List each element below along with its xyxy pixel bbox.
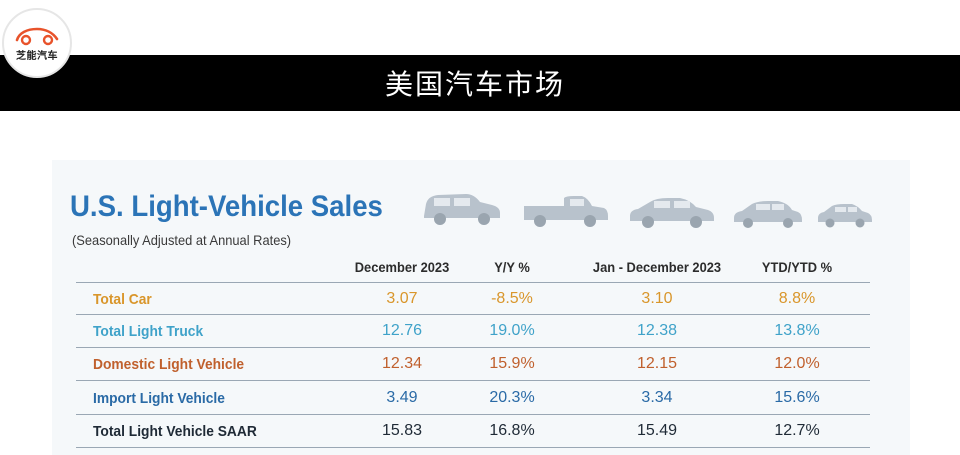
- table-cell: 12.0%: [774, 355, 820, 372]
- table-cell: 3.49: [386, 389, 418, 406]
- table-cell: 15.49: [636, 422, 678, 439]
- table-row: Total Light Vehicle SAAR 15.83 16.8% 15.49 1…: [76, 415, 870, 448]
- table-cell: 15.83: [381, 422, 423, 439]
- logo-badge: 芝能汽车: [2, 8, 72, 78]
- row-label: Total Car: [93, 291, 152, 308]
- table-row: Total Car 3.07 -8.5% 3.10 8.8%: [76, 282, 870, 315]
- table-cell: 15.9%: [489, 355, 535, 372]
- sales-panel: U.S. Light-Vehicle Sales (Seasonally Adj…: [52, 160, 910, 455]
- table-cell: 3.07: [386, 290, 418, 307]
- table-cell: 20.3%: [489, 389, 535, 406]
- table-cell: 13.8%: [774, 322, 820, 339]
- panel-headline: U.S. Light-Vehicle Sales: [70, 190, 383, 223]
- small-car-icon: [818, 204, 872, 228]
- row-label: Total Light Vehicle SAAR: [93, 423, 257, 440]
- row-label: Import Light Vehicle: [93, 390, 225, 407]
- table-cell: 12.15: [636, 355, 678, 372]
- compact-car-icon: [734, 201, 802, 228]
- sedan-icon: [630, 198, 714, 228]
- logo-text: 芝能汽车: [16, 51, 58, 62]
- table-cell: 15.6%: [774, 389, 820, 406]
- table-cell: 12.34: [381, 355, 423, 372]
- column-header-ytd: YTD/YTD %: [761, 259, 833, 275]
- table-row: Domestic Light Vehicle 12.34 15.9% 12.15 12.…: [76, 348, 870, 381]
- table-cell: 3.34: [641, 389, 673, 406]
- table-cell: 19.0%: [489, 322, 535, 339]
- table-cell: 8.8%: [778, 290, 816, 307]
- panel-subheadline: (Seasonally Adjusted at Annual Rates): [72, 232, 292, 248]
- car-icons: [424, 194, 872, 228]
- column-header-yy: Y/Y %: [494, 259, 530, 275]
- table-cell: 3.10: [641, 290, 673, 307]
- table-row: Import Light Vehicle 3.49 20.3% 3.34 15.6%: [76, 382, 870, 415]
- car-outline-icon: [15, 27, 59, 46]
- table-cell: 16.8%: [489, 422, 535, 439]
- table-cell: 12.7%: [774, 422, 820, 439]
- column-header-december: December 2023: [354, 259, 450, 275]
- table-row: Total Light Truck 12.76 19.0% 12.38 13.8%: [76, 315, 870, 348]
- table-cell: 12.76: [381, 322, 423, 339]
- title-bar: 美国汽车市场: [0, 55, 960, 111]
- page-title: 美国汽车市场: [384, 68, 565, 101]
- pickup-truck-icon: [524, 196, 608, 227]
- table-cell: 12.38: [636, 322, 678, 339]
- row-label: Total Light Truck: [93, 323, 204, 340]
- column-header-jan-dec: Jan - December 2023: [592, 259, 722, 275]
- row-label: Domestic Light Vehicle: [93, 356, 245, 373]
- table-cell: -8.5%: [491, 290, 533, 307]
- suv-icon: [424, 194, 500, 225]
